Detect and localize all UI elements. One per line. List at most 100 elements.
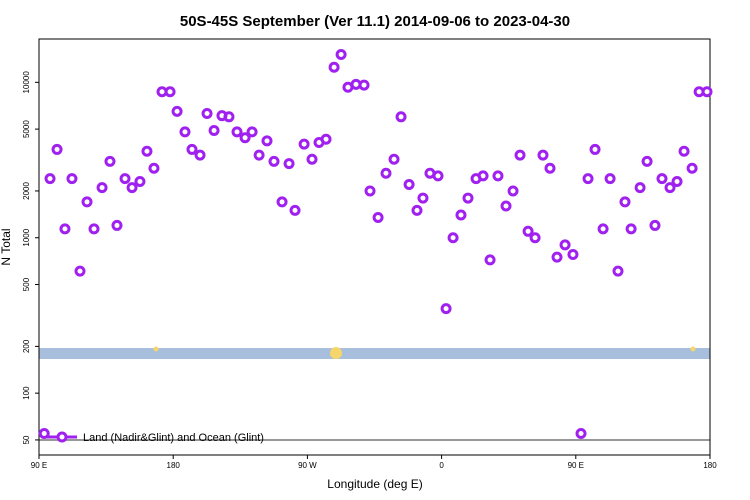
y-tick-label: 1000 (22, 228, 31, 246)
data-point (514, 149, 526, 161)
data-point (88, 223, 100, 235)
data-point (388, 153, 400, 165)
data-point (268, 155, 280, 167)
data-point (612, 265, 624, 277)
data-point (364, 185, 376, 197)
data-point (567, 249, 579, 261)
data-point (261, 135, 273, 147)
data-point (59, 223, 71, 235)
data-point (320, 133, 332, 145)
data-point (171, 105, 183, 117)
data-point (289, 204, 301, 216)
data-point (141, 145, 153, 157)
data-point (335, 49, 347, 61)
data-point (686, 162, 698, 174)
data-point (223, 111, 235, 123)
y-tick-label: 200 (22, 339, 31, 353)
data-point (81, 196, 93, 208)
data-point (126, 182, 138, 194)
y-tick-label: 5000 (22, 120, 31, 138)
data-point (625, 223, 637, 235)
data-point (276, 196, 288, 208)
data-point (104, 155, 116, 167)
data-point (656, 173, 668, 185)
legend-marker (56, 431, 68, 443)
data-point (119, 173, 131, 185)
glint-dot (690, 346, 696, 352)
data-point (582, 173, 594, 185)
x-tick-label: 180 (167, 461, 181, 470)
data-point (283, 158, 295, 170)
data-point (96, 182, 108, 194)
data-point (701, 86, 713, 98)
data-point (231, 126, 243, 138)
data-point (306, 153, 318, 165)
data-point (671, 176, 683, 188)
data-point (664, 182, 676, 194)
glint-dot (330, 347, 342, 359)
data-point (298, 138, 310, 150)
data-point (148, 162, 160, 174)
x-tick-label: 90 E (31, 461, 47, 470)
data-point (38, 428, 50, 440)
legend: Land (Nadir&Glint) and Ocean (Glint) (47, 431, 264, 444)
data-point (194, 149, 206, 161)
chart-title: 50S-45S September (Ver 11.1) 2014-09-06 … (180, 13, 570, 30)
data-point (51, 143, 63, 155)
data-point (455, 209, 467, 221)
y-tick-label: 500 (22, 277, 31, 291)
data-point (575, 428, 587, 440)
data-point (589, 143, 601, 155)
data-point (111, 219, 123, 231)
data-point (179, 126, 191, 138)
data-point (604, 173, 616, 185)
data-point (544, 162, 556, 174)
data-point (559, 239, 571, 251)
y-tick-label: 10000 (22, 71, 31, 94)
x-tick-label: 90 E (568, 461, 584, 470)
data-point (246, 126, 258, 138)
data-point (417, 192, 429, 204)
data-point (239, 132, 251, 144)
data-point (432, 170, 444, 182)
data-point (208, 124, 220, 136)
glint-dot (153, 346, 159, 352)
data-point (619, 196, 631, 208)
y-axis-label: N Total (0, 228, 13, 265)
data-point (492, 170, 504, 182)
data-point (186, 143, 198, 155)
data-point (395, 111, 407, 123)
data-point (66, 173, 78, 185)
data-point (74, 265, 86, 277)
data-point (447, 232, 459, 244)
data-point (44, 173, 56, 185)
data-point (253, 149, 265, 161)
data-point (403, 179, 415, 191)
land-band (39, 348, 710, 359)
data-point (507, 185, 519, 197)
y-tick-label: 50 (22, 435, 31, 444)
x-tick-label: 0 (439, 461, 444, 470)
data-point (597, 223, 609, 235)
x-axis-label: Longitude (deg E) (327, 477, 422, 491)
data-point (462, 192, 474, 204)
data-point (537, 149, 549, 161)
data-point (164, 86, 176, 98)
y-tick-label: 2000 (22, 182, 31, 200)
plot-frame (38, 38, 711, 456)
x-tick-label: 90 W (298, 461, 317, 470)
data-point (411, 204, 423, 216)
y-tick-label: 100 (22, 386, 31, 400)
data-point (678, 145, 690, 157)
data-point (201, 108, 213, 120)
data-point (634, 182, 646, 194)
data-point (134, 176, 146, 188)
data-point (551, 251, 563, 263)
data-point (529, 232, 541, 244)
data-point (484, 254, 496, 266)
data-point (522, 225, 534, 237)
data-point (328, 61, 340, 73)
data-point (380, 167, 392, 179)
data-point (358, 79, 370, 91)
